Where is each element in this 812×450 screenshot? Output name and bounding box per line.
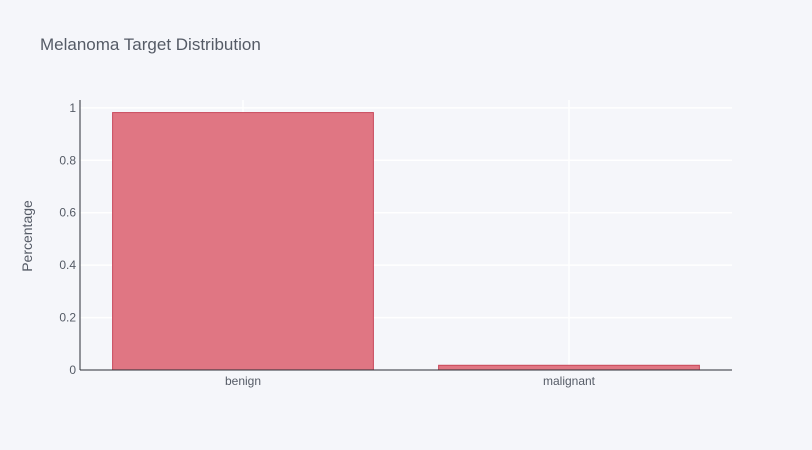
y-tick-label: 0.6 <box>59 206 76 220</box>
x-tick-label: benign <box>225 374 261 388</box>
y-tick-labels: 0 0.2 0.4 0.6 0.8 1 <box>59 101 76 377</box>
bars <box>112 112 700 371</box>
y-tick-label: 0 <box>69 363 76 377</box>
axes <box>79 100 732 371</box>
x-tick-labels: benign malignant <box>225 374 596 388</box>
x-tick-label: malignant <box>543 374 596 388</box>
y-tick-label: 0.4 <box>59 258 76 272</box>
y-tick-label: 0.2 <box>59 311 76 325</box>
bar-malignant <box>438 364 700 371</box>
bar-benign <box>112 112 374 371</box>
y-tick-label: 0.8 <box>59 153 76 167</box>
y-tick-label: 1 <box>69 101 76 115</box>
chart-title: Melanoma Target Distribution <box>40 35 261 54</box>
y-axis-label: Percentage <box>19 200 35 272</box>
